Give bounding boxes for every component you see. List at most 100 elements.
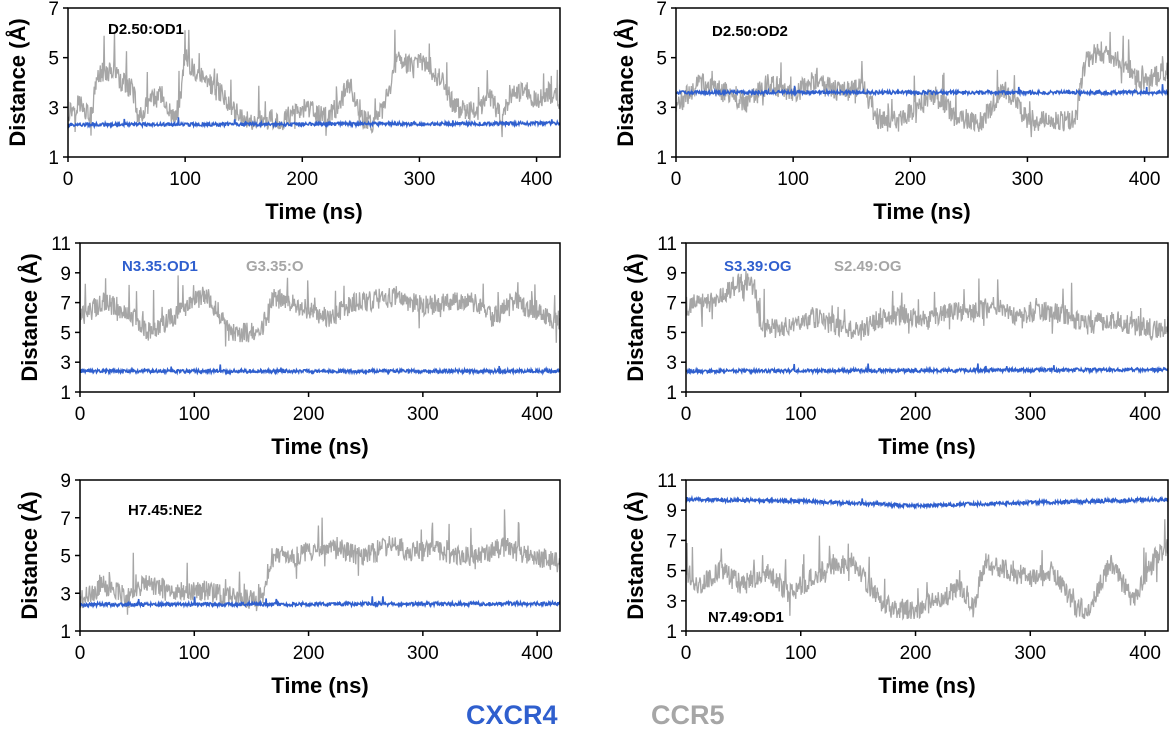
x-tick-label: 300 xyxy=(407,404,439,425)
chart-panel-3: 0 100 200 300 400 1 3 5 7 9 11 Time (ns) Distance (Å… xyxy=(16,234,561,459)
plot-frame xyxy=(685,479,1169,632)
x-tick-label: 100 xyxy=(785,643,817,664)
x-tick-label: 300 xyxy=(1014,404,1046,425)
x-tick-label: 200 xyxy=(900,404,932,425)
series-cxcr4 xyxy=(686,363,1168,376)
y-tick-label: 1 xyxy=(666,383,677,404)
y-tick-label: 5 xyxy=(60,547,71,568)
y-tick-label: 7 xyxy=(60,294,71,315)
x-tick-label: 0 xyxy=(671,169,682,190)
series-ccr5 xyxy=(80,275,560,347)
chart-panel-1: 0 100 200 300 400 1 3 5 7 Time (ns) Distance (Å) D2… xyxy=(4,0,561,224)
x-tick-label: 200 xyxy=(900,643,932,664)
annotation-label: S3.39:OG xyxy=(724,258,792,275)
y-tick-label: 3 xyxy=(60,584,71,605)
y-tick-label: 5 xyxy=(48,49,59,70)
series-ccr5 xyxy=(686,519,1168,621)
series-cxcr4 xyxy=(676,84,1168,98)
annotation-label: D2.50:OD1 xyxy=(108,21,184,38)
x-tick-label: 0 xyxy=(63,169,74,190)
x-tick-label: 100 xyxy=(178,643,210,664)
y-tick-label: 9 xyxy=(666,501,677,522)
x-axis-label: Time (ns) xyxy=(878,673,975,698)
annotation-label: N3.35:OD1 xyxy=(122,258,198,275)
x-tick-label: 400 xyxy=(1129,169,1161,190)
legend-cxcr4: CXCR4 xyxy=(466,700,558,730)
y-tick-label: 9 xyxy=(60,471,71,492)
x-tick-label: 300 xyxy=(1014,643,1046,664)
series-ccr5 xyxy=(686,270,1168,342)
y-tick-label: 5 xyxy=(666,323,677,344)
legend-ccr5: CCR5 xyxy=(651,700,725,730)
y-tick-label: 1 xyxy=(656,148,667,169)
y-tick-label: 5 xyxy=(656,49,667,70)
y-tick-label: 5 xyxy=(666,562,677,583)
y-axis-label: Distance (Å) xyxy=(4,18,30,146)
x-tick-label: 0 xyxy=(681,643,692,664)
y-tick-label: 7 xyxy=(666,294,677,315)
x-tick-label: 0 xyxy=(75,404,86,425)
y-tick-label: 1 xyxy=(60,383,71,404)
series-ccr5 xyxy=(80,509,560,615)
plot-frame xyxy=(67,7,561,158)
chart-panel-5: 0 100 200 300 400 1 3 5 7 9 Time (ns) Distance (Å) H… xyxy=(16,471,561,698)
plot-frame xyxy=(79,242,561,393)
y-axis-label: Distance (Å) xyxy=(16,253,42,381)
x-tick-label: 400 xyxy=(521,643,553,664)
x-tick-label: 200 xyxy=(293,643,325,664)
annotation-label: S2.49:OG xyxy=(834,258,902,275)
y-tick-label: 11 xyxy=(51,234,71,255)
annotation-label: N7.49:OD1 xyxy=(708,609,784,626)
x-tick-label: 400 xyxy=(521,169,553,190)
x-axis-label: Time (ns) xyxy=(878,434,975,459)
y-tick-label: 7 xyxy=(666,531,677,552)
plot-frame xyxy=(675,7,1169,158)
y-tick-label: 9 xyxy=(60,264,71,285)
y-tick-label: 5 xyxy=(60,323,71,344)
x-axis-label: Time (ns) xyxy=(271,673,368,698)
series-ccr5 xyxy=(676,31,1168,138)
chart-panel-6: 0 100 200 300 400 1 3 5 7 9 11 Time (ns) Distance (Å… xyxy=(622,471,1169,698)
y-tick-label: 3 xyxy=(666,592,677,613)
annotation-label: H7.45:NE2 xyxy=(128,502,202,519)
x-tick-label: 400 xyxy=(1129,404,1161,425)
x-tick-label: 100 xyxy=(169,169,201,190)
x-tick-label: 100 xyxy=(777,169,809,190)
x-tick-label: 300 xyxy=(404,169,436,190)
plot-frame xyxy=(685,242,1169,393)
x-axis-label: Time (ns) xyxy=(873,199,970,224)
y-tick-label: 7 xyxy=(60,509,71,530)
y-axis-label: Distance (Å) xyxy=(16,491,42,619)
series-cxcr4 xyxy=(68,117,560,130)
y-tick-label: 3 xyxy=(666,353,677,374)
y-tick-label: 3 xyxy=(60,353,71,374)
y-tick-label: 9 xyxy=(666,264,677,285)
x-tick-label: 0 xyxy=(681,404,692,425)
y-axis-label: Distance (Å) xyxy=(622,253,648,381)
y-tick-label: 3 xyxy=(656,98,667,119)
x-tick-label: 300 xyxy=(1012,169,1044,190)
series-ccr5 xyxy=(68,29,560,138)
y-tick-label: 11 xyxy=(657,471,677,492)
x-tick-label: 100 xyxy=(178,404,210,425)
x-tick-label: 0 xyxy=(75,643,86,664)
x-tick-label: 300 xyxy=(407,643,439,664)
y-axis-label: Distance (Å) xyxy=(612,18,638,146)
x-tick-label: 400 xyxy=(1129,643,1161,664)
x-tick-label: 200 xyxy=(293,404,325,425)
chart-panel-2: 0 100 200 300 400 1 3 5 7 Time (ns) Distance (Å) D2… xyxy=(612,0,1169,224)
x-tick-label: 200 xyxy=(286,169,318,190)
annotation-label: G3.35:O xyxy=(246,258,304,275)
y-tick-label: 1 xyxy=(60,622,71,643)
annotation-label: D2.50:OD2 xyxy=(712,23,788,40)
chart-panel-4: 0 100 200 300 400 1 3 5 7 9 11 Time (ns) Distance (Å… xyxy=(622,234,1169,459)
x-tick-label: 200 xyxy=(894,169,926,190)
y-axis-label: Distance (Å) xyxy=(622,491,648,619)
y-tick-label: 7 xyxy=(656,0,667,20)
x-axis-label: Time (ns) xyxy=(265,199,362,224)
x-axis-label: Time (ns) xyxy=(271,434,368,459)
y-tick-label: 1 xyxy=(666,622,677,643)
y-tick-label: 11 xyxy=(657,234,677,255)
x-tick-label: 100 xyxy=(785,404,817,425)
